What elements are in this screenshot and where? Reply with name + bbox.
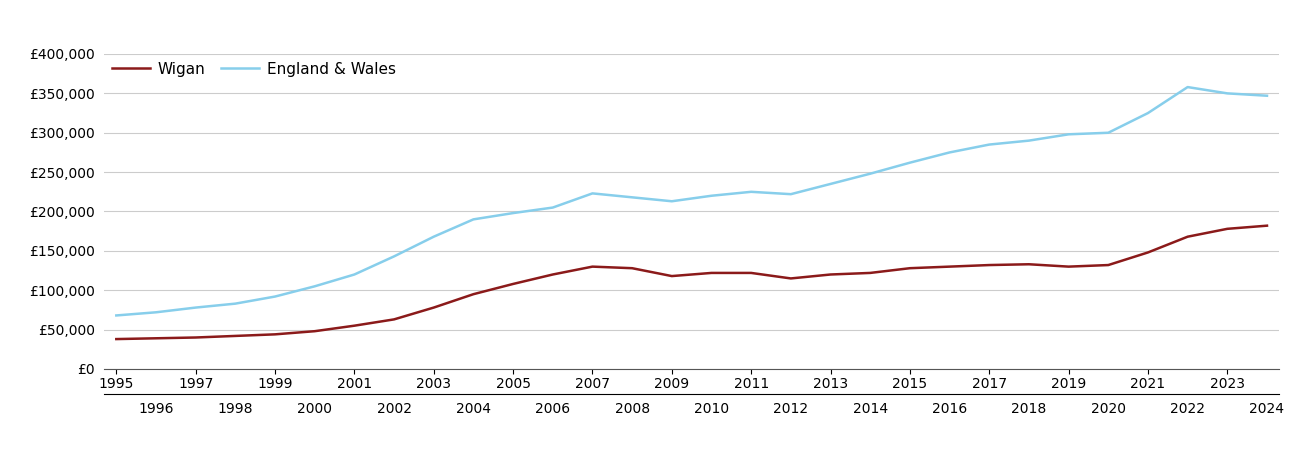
England & Wales bbox=[545, 205, 561, 210]
Wigan bbox=[227, 333, 243, 338]
Wigan bbox=[1259, 223, 1275, 228]
Wigan bbox=[1061, 264, 1077, 269]
England & Wales bbox=[664, 198, 680, 204]
England & Wales bbox=[1259, 93, 1275, 99]
England & Wales bbox=[1100, 130, 1116, 135]
England & Wales bbox=[624, 194, 639, 200]
Wigan bbox=[822, 272, 838, 277]
Line: England & Wales: England & Wales bbox=[116, 87, 1267, 315]
England & Wales bbox=[466, 216, 482, 222]
Wigan bbox=[942, 264, 958, 269]
Wigan bbox=[268, 332, 283, 337]
Wigan bbox=[149, 336, 164, 341]
England & Wales bbox=[981, 142, 997, 147]
England & Wales bbox=[1180, 84, 1195, 90]
Wigan bbox=[902, 266, 917, 271]
England & Wales bbox=[149, 310, 164, 315]
England & Wales bbox=[902, 160, 917, 165]
Wigan bbox=[981, 262, 997, 268]
Legend: Wigan, England & Wales: Wigan, England & Wales bbox=[112, 62, 395, 76]
England & Wales bbox=[307, 284, 322, 289]
England & Wales bbox=[822, 181, 838, 187]
England & Wales bbox=[188, 305, 204, 310]
Wigan bbox=[1219, 226, 1235, 231]
Wigan bbox=[1021, 261, 1036, 267]
England & Wales bbox=[783, 191, 799, 197]
Wigan bbox=[1141, 250, 1156, 255]
Wigan bbox=[585, 264, 600, 269]
Wigan bbox=[863, 270, 878, 275]
England & Wales bbox=[703, 193, 719, 198]
England & Wales bbox=[347, 272, 363, 277]
England & Wales bbox=[386, 254, 402, 259]
Wigan bbox=[624, 266, 639, 271]
Wigan bbox=[1180, 234, 1195, 239]
Wigan bbox=[505, 281, 521, 287]
Wigan bbox=[307, 328, 322, 334]
Wigan bbox=[783, 276, 799, 281]
England & Wales bbox=[1219, 90, 1235, 96]
England & Wales bbox=[505, 210, 521, 216]
Wigan bbox=[545, 272, 561, 277]
England & Wales bbox=[744, 189, 760, 194]
Wigan bbox=[466, 292, 482, 297]
Wigan bbox=[744, 270, 760, 275]
England & Wales bbox=[268, 294, 283, 299]
England & Wales bbox=[942, 150, 958, 155]
Wigan bbox=[425, 305, 441, 310]
England & Wales bbox=[1021, 138, 1036, 143]
Wigan bbox=[1100, 262, 1116, 268]
England & Wales bbox=[108, 313, 124, 318]
Wigan bbox=[664, 273, 680, 279]
England & Wales bbox=[227, 301, 243, 306]
England & Wales bbox=[1061, 131, 1077, 137]
England & Wales bbox=[863, 171, 878, 176]
Line: Wigan: Wigan bbox=[116, 225, 1267, 339]
Wigan bbox=[703, 270, 719, 275]
England & Wales bbox=[585, 191, 600, 196]
England & Wales bbox=[425, 234, 441, 239]
Wigan bbox=[386, 317, 402, 322]
Wigan bbox=[108, 336, 124, 342]
Wigan bbox=[347, 323, 363, 328]
England & Wales bbox=[1141, 110, 1156, 116]
Wigan bbox=[188, 335, 204, 340]
